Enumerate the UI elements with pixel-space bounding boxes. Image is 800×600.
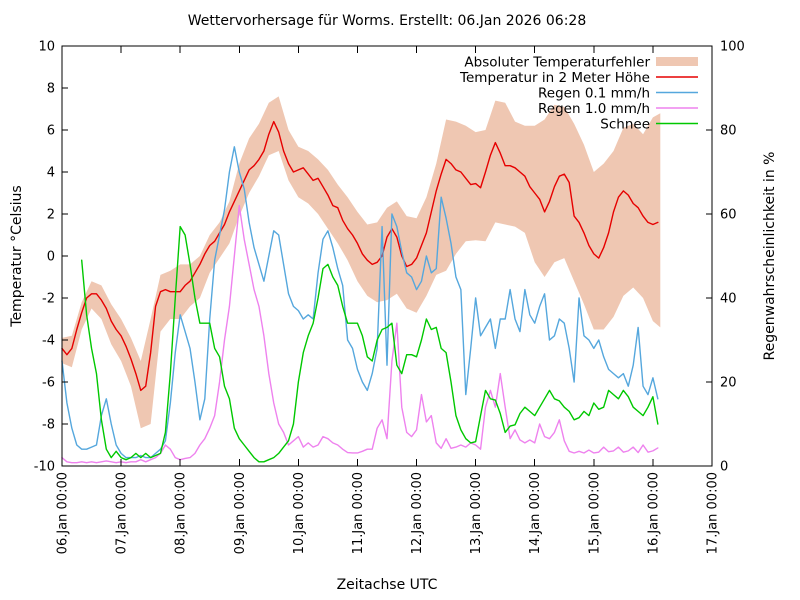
- snow-line: [80, 225, 659, 463]
- temperature-error-band: [62, 96, 661, 429]
- y-left-tick-label: -6: [42, 376, 55, 391]
- x-tick-label: 15.Jan 00:00: [587, 472, 602, 554]
- y-left-tick-label: -4: [42, 334, 55, 349]
- x-tick-label: 07.Jan 00:00: [115, 472, 130, 554]
- x-tick-label: 09.Jan 00:00: [233, 472, 248, 554]
- y-left-tick-label: 6: [47, 124, 55, 139]
- x-tick-label: 13.Jan 00:00: [469, 472, 484, 554]
- y-right-tick-label: 80: [720, 124, 737, 139]
- legend-snow-line-label: Schnee: [600, 116, 650, 132]
- y-left-tick-label: 2: [47, 208, 55, 223]
- legend-band-label: Absoluter Temperaturfehler: [464, 54, 650, 70]
- y-right-tick-label: 100: [720, 40, 745, 55]
- legend-rain-01-line-label: Regen 0.1 mm/h: [538, 85, 650, 101]
- x-tick-label: 06.Jan 00:00: [56, 472, 71, 554]
- x-axis-label: Zeitachse UTC: [336, 577, 438, 593]
- y-left-tick-label: 0: [47, 250, 55, 265]
- x-tick-label: 14.Jan 00:00: [528, 472, 543, 554]
- x-tick-label: 16.Jan 00:00: [646, 472, 661, 554]
- x-tick-label: 17.Jan 00:00: [706, 472, 721, 554]
- y-left-tick-label: 8: [47, 82, 55, 97]
- x-tick-label: 11.Jan 00:00: [351, 472, 366, 554]
- y-right-tick-label: 0: [720, 460, 728, 475]
- y-right-tick-label: 40: [720, 292, 737, 307]
- y-left-tick-label: -10: [34, 460, 55, 475]
- x-tick-label: 12.Jan 00:00: [410, 472, 425, 554]
- legend-temperature-line-label: Temperatur in 2 Meter Höhe: [459, 70, 650, 86]
- y-right-tick-label: 20: [720, 376, 737, 391]
- temperature-line: [61, 120, 659, 392]
- legend-rain-10-line-label: Regen 1.0 mm/h: [538, 101, 650, 117]
- y-left-tick-label: -2: [42, 292, 55, 307]
- y-left-tick-label: 4: [47, 166, 55, 181]
- y-right-tick-label: 60: [720, 208, 737, 223]
- chart-title: Wettervorhersage für Worms. Erstellt: 06…: [187, 13, 587, 29]
- x-tick-label: 08.Jan 00:00: [174, 472, 189, 554]
- x-tick-label: 10.Jan 00:00: [292, 472, 307, 554]
- legend-band-swatch: [656, 57, 698, 66]
- y-left-tick-label: -8: [42, 418, 55, 433]
- y-left-tick-label: 10: [38, 40, 55, 55]
